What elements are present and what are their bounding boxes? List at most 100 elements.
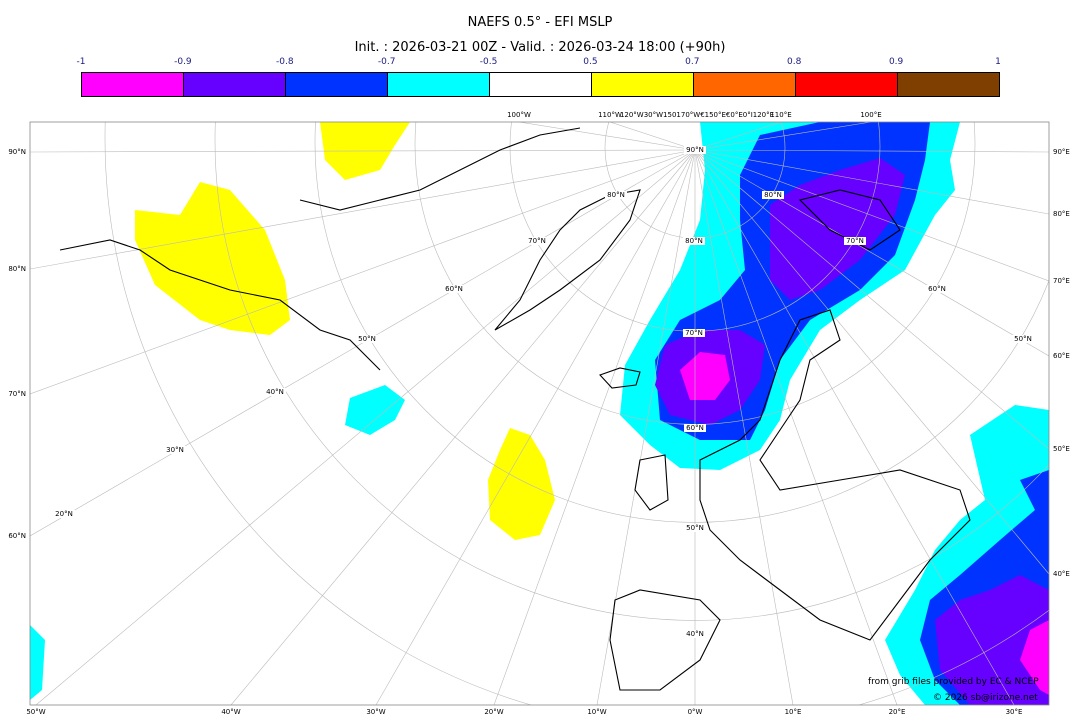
chart-subtitle: Init. : 2026-03-21 00Z - Valid. : 2026-0…: [354, 40, 726, 55]
colorbar-swatch: [184, 73, 286, 96]
meridian-line: [694, 149, 1049, 575]
efi-shading: [30, 122, 1049, 705]
source-credit: from grib files provided by EC & NCEP: [868, 677, 1039, 687]
colorbar-tick: 0.8: [787, 57, 802, 67]
meridian-line: [35, 149, 696, 705]
left-axis-label: 90°N: [8, 148, 26, 156]
latitude-label: 40°N: [266, 388, 284, 396]
colorbar-tick: 0.7: [685, 57, 700, 67]
colorbar-tick: -0.7: [377, 57, 396, 67]
meridian-line: [694, 149, 1049, 450]
region-cyan-southwest: [30, 625, 45, 700]
region-yellow-alaska: [135, 182, 290, 335]
colorbar-swatch: [286, 73, 388, 96]
latitude-label: 90°N: [686, 146, 704, 154]
latitude-label: 60°N: [928, 285, 946, 293]
map-frame: [29, 121, 1050, 706]
left-axis-label: 80°N: [8, 265, 26, 273]
axis-labels: 90°N 80°N 70°N 60°N 90°E 80°E 70°E 60°E 50°E 40°E…: [8, 111, 1070, 716]
region-magenta-norwegian-sea: [680, 352, 730, 400]
meridian-line: [694, 149, 794, 705]
right-axis-label: 70°E: [1053, 277, 1070, 285]
meridian-line: [694, 122, 872, 151]
top-axis-label: 120°W30°W150170°W€150°E€0°E0°I120°E: [620, 111, 774, 119]
colorbar-swatch: [490, 73, 592, 96]
meridian-line: [694, 149, 1049, 282]
bottom-axis-label: 10°E: [785, 708, 802, 716]
latitude-label: 50°N: [358, 335, 376, 343]
meridian-line: [694, 149, 1049, 357]
latitude-label: 50°N: [1014, 335, 1032, 343]
latitude-label: 60°N: [686, 424, 704, 432]
bottom-axis-label: 30°W: [366, 708, 385, 716]
right-axis-label: 80°E: [1053, 210, 1070, 218]
bottom-axis-label: 20°E: [889, 708, 906, 716]
colorbar-tick: 0.5: [583, 57, 598, 67]
colorbar-tick: -0.9: [174, 57, 192, 67]
region-magenta-southeast: [1020, 620, 1049, 695]
meridian-line: [694, 122, 782, 151]
bottom-axis-label: 20°W: [484, 708, 503, 716]
meridian-line: [30, 149, 696, 395]
latitude-label: 80°N: [685, 237, 703, 245]
top-axis-label: 110°W: [598, 111, 622, 119]
latitude-label: 50°N: [686, 524, 704, 532]
right-axis-label: 60°E: [1053, 352, 1070, 360]
meridian-line: [493, 149, 696, 705]
latitude-label: 70°N: [846, 237, 864, 245]
meridian-line: [694, 149, 898, 705]
latitude-label: 30°N: [166, 446, 184, 454]
parallel-line: [314, 122, 1049, 523]
bottom-axis-label: 30°E: [1006, 708, 1023, 716]
right-axis-label: 90°E: [1053, 148, 1070, 156]
latitude-label: 80°N: [764, 191, 782, 199]
region-yellow-atlantic: [488, 428, 555, 540]
latitude-label: 70°N: [528, 237, 546, 245]
colorbar-swatch: [82, 73, 184, 96]
colorbar-swatch: [898, 73, 999, 96]
latitude-label: 70°N: [685, 329, 703, 337]
grid-labels: 90°N 80°N 70°N 60°N 50°N 40°N 30°N 20°N 80°N 70°N…: [53, 146, 1034, 638]
right-axis-label: 40°E: [1053, 570, 1070, 578]
parallel-line: [104, 122, 1049, 705]
meridian-line: [694, 149, 1049, 153]
colorbar-tick: 0.9: [888, 57, 904, 67]
colorbar: [81, 72, 1000, 97]
colorbar-swatch: [694, 73, 796, 96]
left-axis-label: 60°N: [8, 532, 26, 540]
copyright-credit: © 2026 sb@irizone.net: [933, 693, 1038, 703]
colorbar-swatch: [388, 73, 490, 96]
bottom-axis-label: 40°W: [221, 708, 240, 716]
meridian-line: [30, 149, 696, 153]
meridian-line: [30, 149, 696, 270]
colorbar-tick: 1: [995, 57, 1001, 67]
region-violet-north: [770, 158, 905, 300]
latitude-label: 60°N: [445, 285, 463, 293]
parallel-line: [214, 122, 1049, 621]
meridian-line: [694, 149, 1015, 705]
top-axis-label: 100°W: [507, 111, 531, 119]
meridian-line: [375, 149, 696, 705]
colorbar-swatch: [796, 73, 898, 96]
meridian-line: [609, 122, 696, 151]
left-axis-label: 70°N: [8, 390, 26, 398]
chart-title: NAEFS 0.5° - EFI MSLP: [467, 15, 613, 30]
colorbar-tick: -0.5: [479, 57, 498, 67]
right-axis-label: 50°E: [1053, 445, 1070, 453]
bottom-axis-label: 50°W: [26, 708, 45, 716]
meridian-line: [518, 122, 696, 151]
coastlines: [59, 127, 971, 691]
top-axis-label: 100°E: [860, 111, 881, 119]
latitude-label: 20°N: [55, 510, 73, 518]
meridian-line: [230, 149, 696, 705]
top-axis-label: 110°E: [770, 111, 791, 119]
latitude-label: 40°N: [686, 630, 704, 638]
bottom-axis-label: 10°W: [587, 708, 606, 716]
latitude-label: 80°N: [607, 191, 625, 199]
bottom-axis-label: 0°W: [688, 708, 703, 716]
colorbar-tick: -0.8: [275, 57, 294, 67]
meridian-line: [694, 149, 1049, 215]
colorbar-tick: -1: [76, 57, 86, 67]
region-violet-southeast: [935, 575, 1049, 705]
